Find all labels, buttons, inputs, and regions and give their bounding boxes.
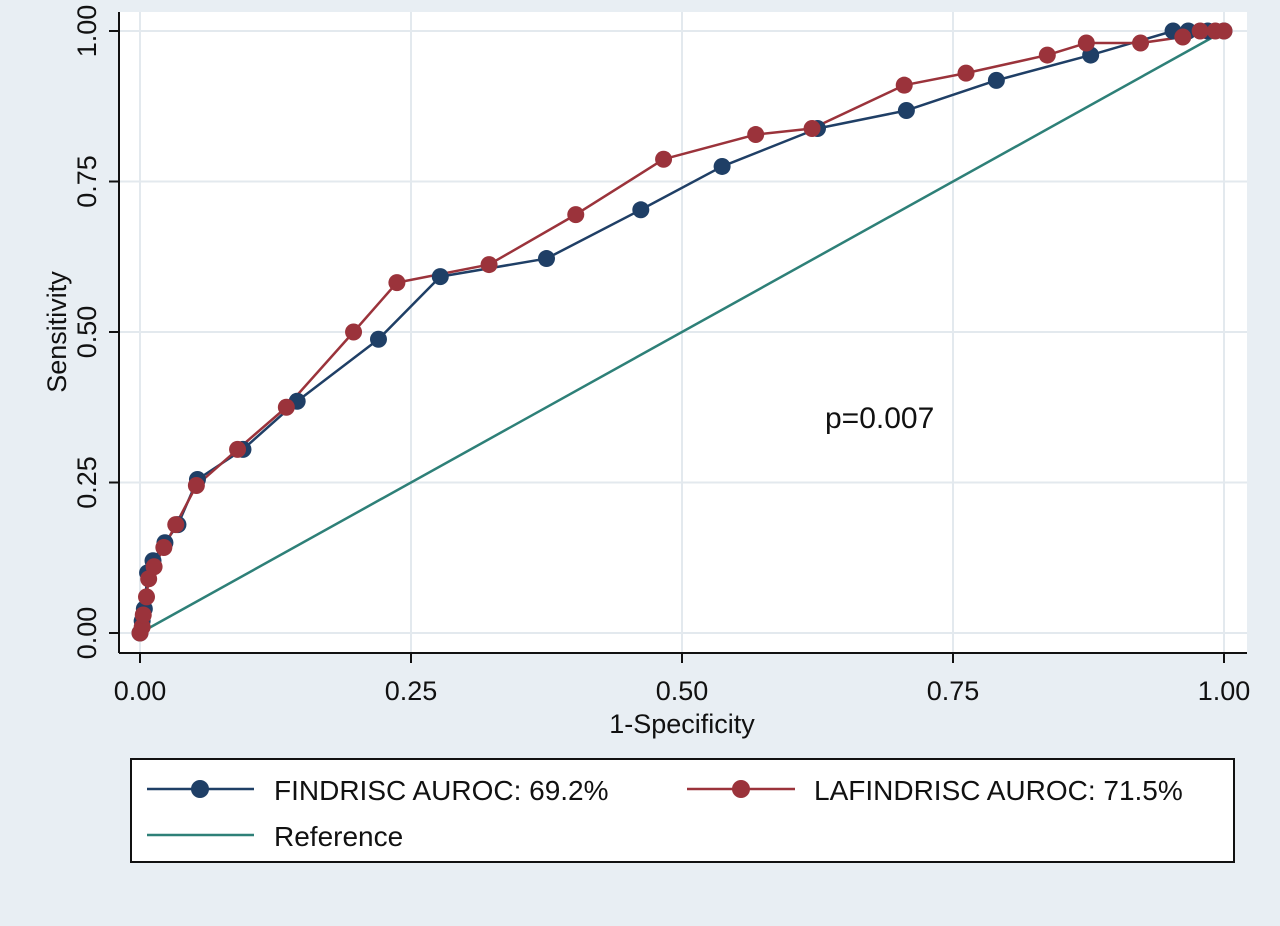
y-tick-label: 0.00 (72, 607, 102, 660)
legend-lafindrisc-marker (732, 780, 750, 798)
findrisc-point (713, 157, 731, 175)
lafindrisc-point (138, 588, 156, 606)
x-tick-label: 0.50 (656, 676, 709, 706)
x-tick-label: 1.00 (1198, 676, 1251, 706)
lafindrisc-point (134, 606, 152, 624)
lafindrisc-point (1174, 28, 1192, 46)
lafindrisc-point (957, 64, 975, 82)
lafindrisc-point (1215, 22, 1233, 40)
lafindrisc-point (1038, 46, 1056, 64)
legend-reference-label: Reference (274, 821, 403, 852)
lafindrisc-point (187, 477, 205, 495)
lafindrisc-point (1191, 22, 1209, 40)
lafindrisc-point (567, 206, 585, 224)
lafindrisc-point (277, 398, 295, 416)
lafindrisc-point (1132, 34, 1150, 52)
findrisc-point (897, 101, 915, 119)
lafindrisc-point (1077, 34, 1095, 52)
lafindrisc-point (895, 76, 913, 94)
x-tick-label: 0.25 (385, 676, 438, 706)
findrisc-point (369, 330, 387, 348)
findrisc-point (431, 268, 449, 286)
legend-box (130, 758, 1235, 863)
y-tick-label: 1.00 (72, 5, 102, 58)
y-tick-label: 0.50 (72, 306, 102, 359)
series-line-reference (139, 29, 1225, 635)
legend-findrisc-label: FINDRISC AUROC: 69.2% (274, 775, 609, 806)
tick-marks: 0.00 0.25 0.50 0.75 1.00 0.00 0.25 0.50 0.75 1.00 (72, 5, 1250, 706)
y-tick-label: 0.25 (72, 456, 102, 509)
findrisc-point (538, 250, 555, 268)
legend-lafindrisc-label: LAFINDRISC AUROC: 71.5% (814, 775, 1183, 806)
lafindrisc-point (480, 256, 498, 274)
lafindrisc-point (229, 440, 247, 458)
lafindrisc-point (655, 150, 673, 168)
lafindrisc-point (167, 516, 185, 534)
lafindrisc-point (803, 120, 821, 138)
series-markers (131, 22, 1233, 642)
legend-findrisc-marker (191, 780, 209, 798)
findrisc-point (987, 71, 1005, 89)
x-tick-label: 0.00 (114, 676, 167, 706)
lafindrisc-point (747, 126, 765, 144)
y-tick-label: 0.75 (72, 155, 102, 208)
p-value-annotation: p=0.007 (825, 402, 934, 435)
lafindrisc-point (155, 539, 173, 557)
findrisc-point (632, 201, 650, 219)
lafindrisc-point (345, 323, 363, 341)
y-axis-title: Sensitivity (42, 271, 72, 393)
x-axis-title: 1-Specificity (609, 709, 755, 739)
legend: FINDRISC AUROC: 69.2% LAFINDRISC AUROC: … (130, 758, 1235, 863)
x-tick-label: 0.75 (927, 676, 980, 706)
lafindrisc-point (145, 558, 163, 576)
lafindrisc-point (388, 274, 406, 292)
